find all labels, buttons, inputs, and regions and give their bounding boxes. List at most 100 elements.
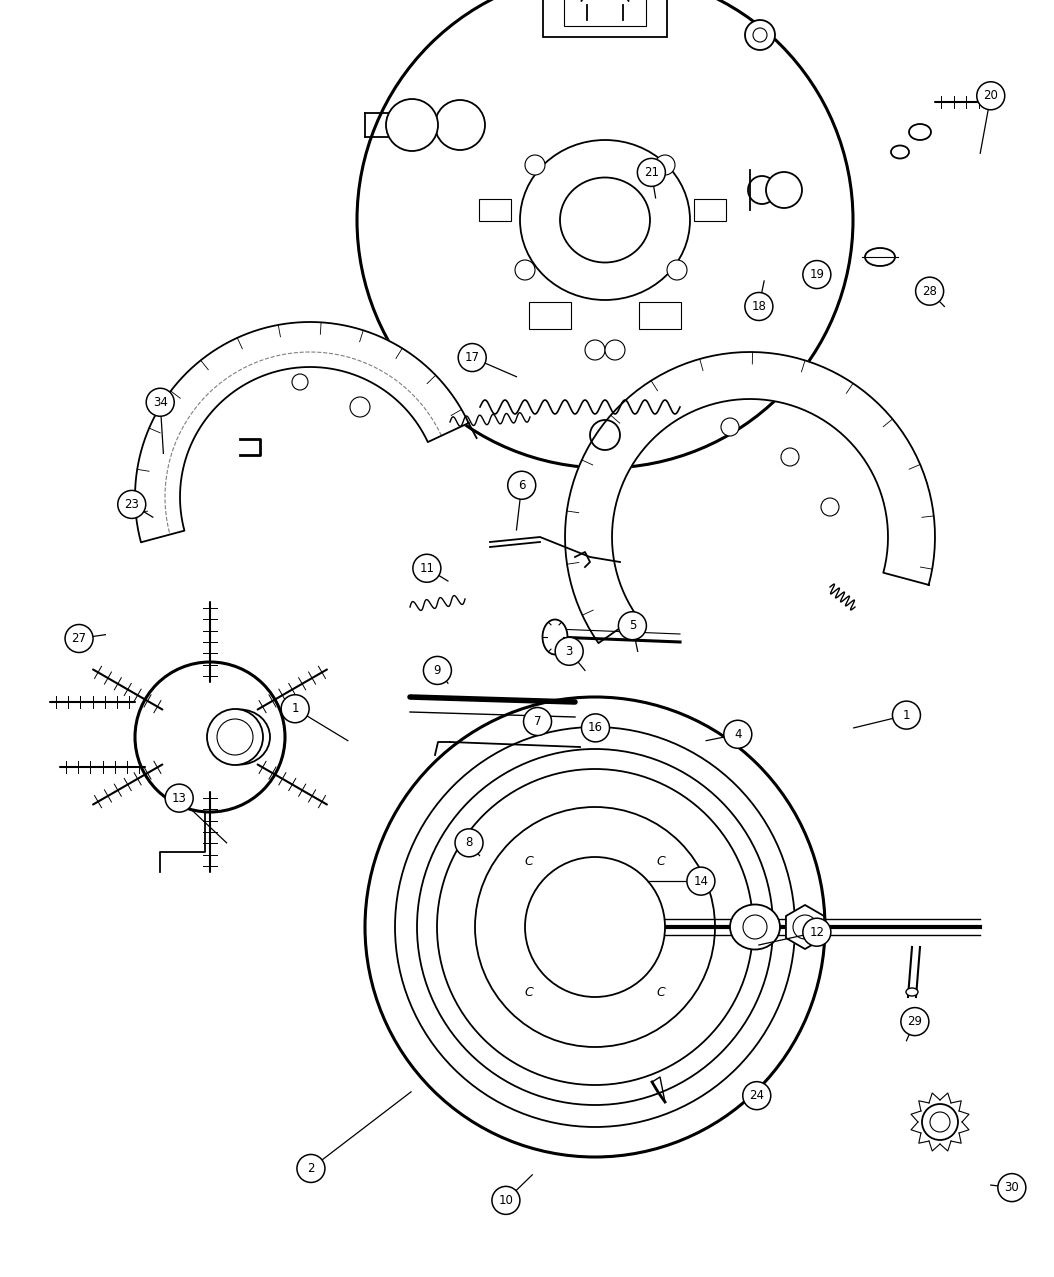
Ellipse shape (435, 100, 485, 149)
Circle shape (475, 807, 715, 1047)
Circle shape (748, 176, 776, 204)
Text: 1: 1 (291, 702, 299, 715)
Ellipse shape (865, 248, 895, 266)
Circle shape (217, 719, 253, 755)
Circle shape (901, 1008, 929, 1036)
Text: 14: 14 (694, 875, 708, 888)
Text: 12: 12 (809, 926, 824, 939)
Circle shape (605, 340, 625, 360)
Circle shape (753, 28, 767, 42)
Circle shape (977, 82, 1004, 110)
Text: C: C (657, 854, 665, 868)
FancyBboxPatch shape (564, 0, 646, 26)
Circle shape (413, 554, 441, 582)
Text: 21: 21 (644, 166, 659, 179)
Text: C: C (525, 986, 533, 1000)
Circle shape (667, 261, 687, 280)
Circle shape (655, 155, 675, 175)
Circle shape (803, 261, 831, 289)
Text: C: C (525, 854, 533, 868)
Text: 3: 3 (566, 645, 572, 658)
Circle shape (590, 420, 620, 450)
Text: 11: 11 (419, 562, 434, 575)
Ellipse shape (560, 178, 650, 263)
Circle shape (455, 829, 483, 857)
Circle shape (721, 418, 739, 435)
Ellipse shape (730, 904, 780, 950)
Circle shape (766, 172, 802, 208)
Text: 10: 10 (499, 1194, 513, 1207)
Circle shape (724, 720, 752, 748)
FancyBboxPatch shape (543, 0, 667, 37)
Circle shape (821, 498, 839, 516)
Circle shape (135, 661, 285, 812)
Text: 20: 20 (983, 89, 998, 102)
Circle shape (745, 292, 773, 321)
Circle shape (515, 261, 535, 280)
Circle shape (619, 612, 646, 640)
Circle shape (281, 695, 309, 723)
Polygon shape (565, 352, 935, 644)
Polygon shape (786, 905, 824, 949)
Text: 13: 13 (172, 792, 187, 805)
Circle shape (65, 624, 93, 653)
Text: 18: 18 (752, 300, 766, 313)
FancyBboxPatch shape (639, 301, 681, 328)
Circle shape (297, 1154, 325, 1183)
Circle shape (998, 1174, 1026, 1202)
Text: 16: 16 (588, 722, 603, 734)
Circle shape (687, 867, 715, 895)
Circle shape (147, 388, 174, 416)
Circle shape (492, 1186, 520, 1214)
Ellipse shape (543, 619, 567, 655)
Circle shape (743, 916, 767, 939)
Text: 30: 30 (1004, 1181, 1019, 1194)
FancyBboxPatch shape (479, 199, 511, 221)
Text: 23: 23 (124, 498, 139, 511)
Text: 27: 27 (72, 632, 86, 645)
Text: 1: 1 (902, 709, 911, 722)
Circle shape (638, 158, 665, 186)
FancyBboxPatch shape (529, 301, 571, 328)
Circle shape (350, 397, 370, 418)
Circle shape (292, 374, 308, 389)
Text: 19: 19 (809, 268, 824, 281)
Circle shape (524, 707, 551, 736)
Ellipse shape (210, 710, 270, 765)
Circle shape (424, 656, 451, 684)
Circle shape (922, 1105, 958, 1140)
Text: C: C (657, 986, 665, 1000)
Circle shape (165, 784, 193, 812)
Text: 5: 5 (629, 619, 636, 632)
Text: 4: 4 (734, 728, 742, 741)
Text: 17: 17 (465, 351, 480, 364)
Ellipse shape (357, 0, 853, 467)
Circle shape (525, 155, 545, 175)
Text: 2: 2 (307, 1162, 315, 1175)
Ellipse shape (891, 146, 909, 158)
Circle shape (386, 100, 438, 151)
Circle shape (508, 471, 535, 499)
Circle shape (118, 490, 145, 518)
Circle shape (916, 277, 943, 305)
Circle shape (930, 1112, 950, 1131)
Circle shape (582, 714, 609, 742)
Text: 24: 24 (749, 1089, 764, 1102)
Circle shape (803, 918, 831, 946)
Text: 6: 6 (518, 479, 526, 492)
Circle shape (525, 857, 665, 997)
Ellipse shape (909, 124, 931, 140)
Text: 9: 9 (433, 664, 442, 677)
Text: 29: 29 (907, 1015, 922, 1028)
Text: 34: 34 (153, 396, 168, 409)
Circle shape (743, 1082, 770, 1110)
Circle shape (793, 916, 817, 939)
Circle shape (555, 637, 583, 665)
Circle shape (893, 701, 920, 729)
Circle shape (745, 20, 775, 50)
Circle shape (781, 448, 799, 466)
Circle shape (365, 697, 825, 1157)
Polygon shape (135, 322, 469, 543)
Text: 8: 8 (466, 836, 472, 849)
Ellipse shape (906, 988, 918, 996)
